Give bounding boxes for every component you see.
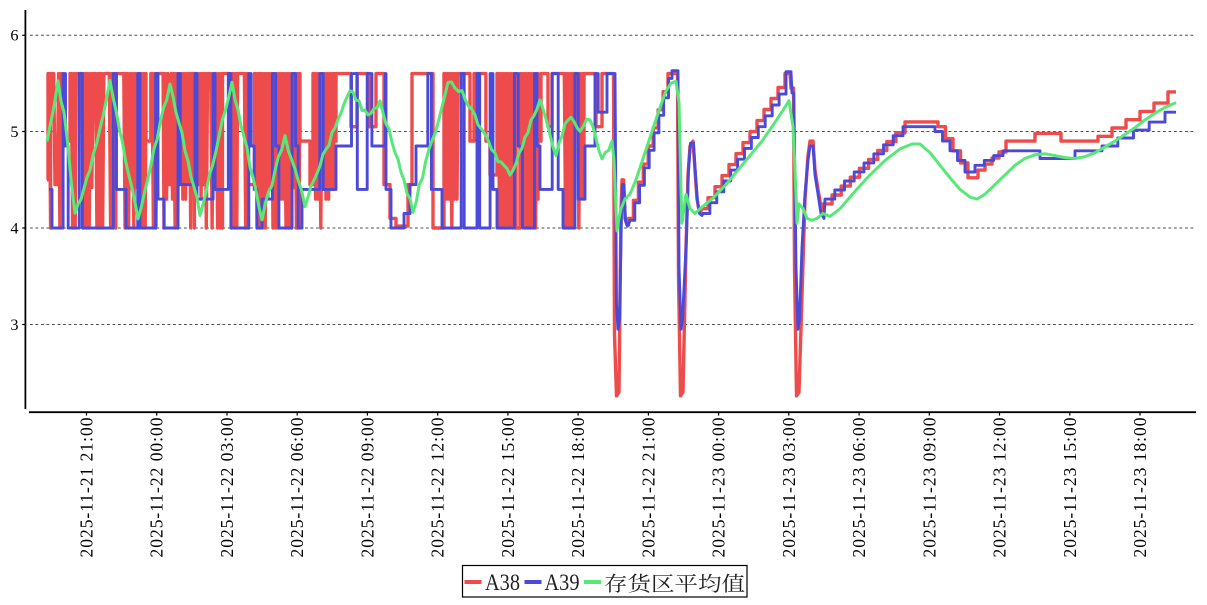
svg-text:2025-11-23 06:00: 2025-11-23 06:00 <box>849 417 869 557</box>
svg-text:2025-11-23 00:00: 2025-11-23 00:00 <box>709 417 729 557</box>
svg-text:2025-11-23 18:00: 2025-11-23 18:00 <box>1130 417 1150 557</box>
svg-text:2025-11-22 18:00: 2025-11-22 18:00 <box>568 417 588 557</box>
svg-text:2025-11-23 15:00: 2025-11-23 15:00 <box>1060 417 1080 557</box>
svg-text:4: 4 <box>10 218 18 237</box>
svg-text:3: 3 <box>10 315 18 334</box>
svg-text:2025-11-23 12:00: 2025-11-23 12:00 <box>990 417 1010 557</box>
svg-text:2025-11-23 09:00: 2025-11-23 09:00 <box>919 417 939 557</box>
svg-text:5: 5 <box>10 122 18 141</box>
svg-text:2025-11-21 21:00: 2025-11-21 21:00 <box>77 417 97 557</box>
svg-text:2025-11-22 03:00: 2025-11-22 03:00 <box>217 417 237 557</box>
svg-text:6: 6 <box>10 26 18 45</box>
svg-text:A39: A39 <box>545 570 580 595</box>
svg-text:2025-11-22 15:00: 2025-11-22 15:00 <box>498 417 518 557</box>
svg-text:2025-11-22 21:00: 2025-11-22 21:00 <box>638 417 658 557</box>
svg-text:2025-11-23 03:00: 2025-11-23 03:00 <box>779 417 799 557</box>
svg-text:2025-11-22 06:00: 2025-11-22 06:00 <box>287 417 307 557</box>
svg-text:2025-11-22 09:00: 2025-11-22 09:00 <box>357 417 377 557</box>
svg-text:A38: A38 <box>485 570 520 595</box>
svg-text:2025-11-22 12:00: 2025-11-22 12:00 <box>428 417 448 557</box>
svg-text:2025-11-22 00:00: 2025-11-22 00:00 <box>147 417 167 557</box>
